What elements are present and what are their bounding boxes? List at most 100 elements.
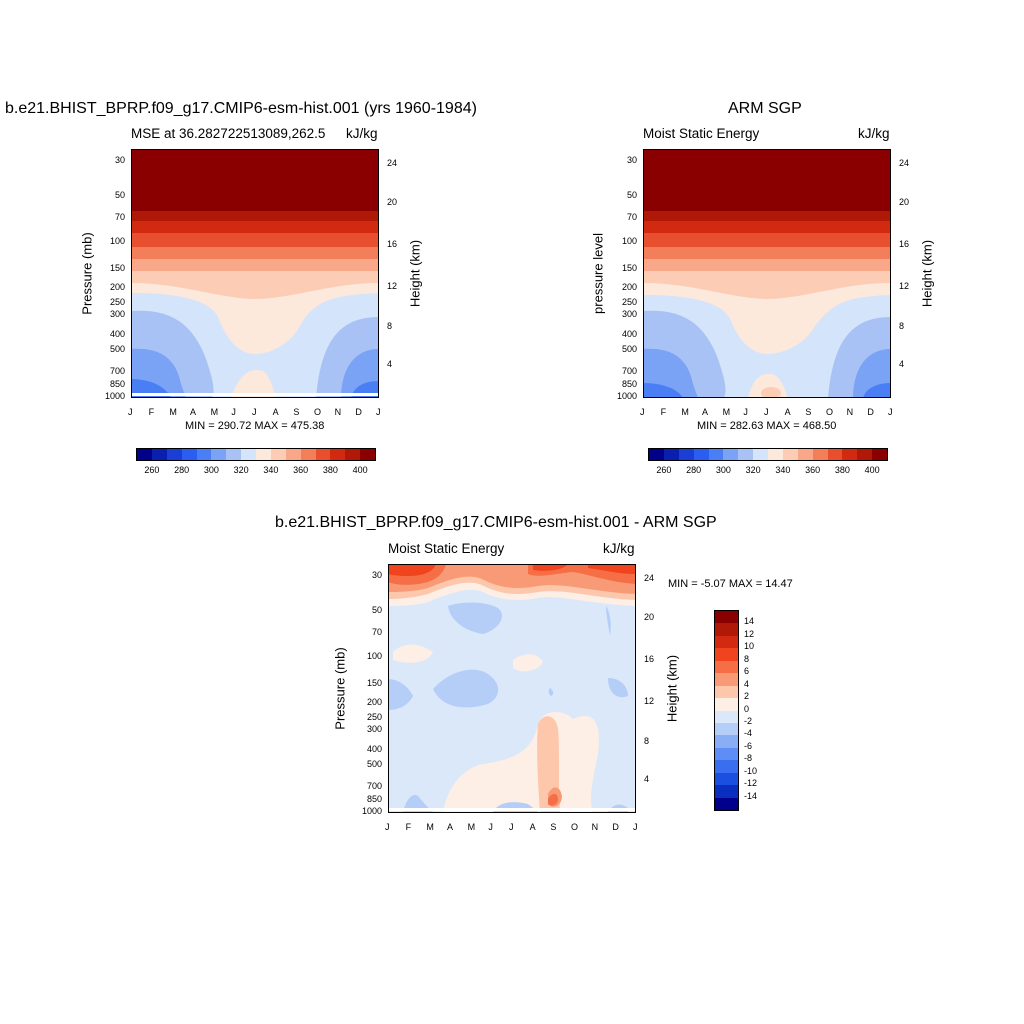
panel1-plot: [131, 149, 379, 398]
colorbar-swatch: [137, 449, 152, 460]
colorbar-label: 10: [744, 641, 755, 652]
colorbar-label: 14: [744, 616, 755, 627]
y-tick-label: 100: [366, 651, 382, 661]
colorbar-label: 320: [745, 465, 761, 475]
panel3-units: kJ/kg: [603, 541, 635, 556]
colorbar-label: 280: [174, 465, 190, 475]
colorbar-swatch: [693, 449, 709, 460]
panel3-y2label: Height (km): [664, 654, 680, 723]
colorbar-swatch: [715, 760, 738, 773]
y2-tick-label: 16: [387, 239, 398, 249]
y2-tick-label: 4: [387, 359, 393, 369]
x-tick-label: J: [509, 822, 514, 832]
panel2-left-string: Moist Static Energy: [643, 126, 760, 141]
y-tick-label: 500: [621, 344, 637, 354]
y-tick-label: 150: [621, 263, 637, 273]
x-tick-label: A: [190, 407, 197, 417]
colorbar-swatch: [827, 449, 843, 460]
x-tick-label: J: [385, 822, 390, 832]
y2-tick-label: 24: [644, 573, 655, 583]
colorbar-label: 320: [233, 465, 249, 475]
panel1-left-string: MSE at 36.282722513089,262.5: [131, 126, 326, 141]
y-tick-label: 70: [114, 212, 125, 222]
y-tick-label: 300: [109, 309, 125, 319]
panel2-minmax: MIN = 282.63 MAX = 468.50: [697, 420, 837, 432]
colorbar-label: 12: [744, 628, 755, 639]
x-tick-label: S: [805, 407, 812, 417]
y-tick-label: 700: [109, 366, 125, 376]
colorbar-swatch: [715, 785, 738, 798]
colorbar-swatch: [181, 449, 197, 460]
y2-tick-label: 8: [387, 321, 393, 331]
x-tick-label: A: [272, 407, 279, 417]
colorbar-swatch: [812, 449, 828, 460]
y-tick-label: 500: [109, 344, 125, 354]
colorbar-label: 300: [715, 465, 731, 475]
y-tick-label: 400: [366, 744, 382, 754]
x-tick-label: M: [681, 407, 689, 417]
x-tick-label: J: [633, 822, 638, 832]
panel1-minmax: MIN = 290.72 MAX = 475.38: [185, 420, 325, 432]
y-tick-label: 250: [366, 712, 382, 722]
y-tick-label: 70: [626, 212, 637, 222]
x-tick-label: D: [867, 407, 874, 417]
colorbar-swatch: [211, 449, 227, 460]
panel1-title: b.e21.BHIST_BPRP.f09_g17.CMIP6-esm-hist.…: [5, 100, 477, 117]
y-tick-label: 100: [109, 236, 125, 246]
x-tick-label: J: [128, 407, 133, 417]
y-tick-label: 30: [371, 570, 382, 580]
x-tick-label: J: [888, 407, 893, 417]
colorbar-swatch: [797, 449, 813, 460]
x-tick-label: O: [826, 407, 834, 417]
y-tick-label: 1000: [616, 391, 637, 401]
colorbar-swatch: [715, 648, 738, 661]
x-tick-label: A: [529, 822, 536, 832]
x-tick-label: A: [702, 407, 709, 417]
colorbar-label: 280: [686, 465, 702, 475]
colorbar-label: -6: [744, 740, 753, 751]
panel2-colorbar: [648, 448, 888, 461]
y-tick-label: 50: [114, 190, 125, 200]
colorbar-swatch: [768, 449, 783, 460]
colorbar-label: -14: [744, 790, 758, 801]
x-tick-label: N: [846, 407, 854, 417]
y-tick-label: 70: [371, 627, 382, 637]
colorbar-swatch: [753, 449, 768, 460]
colorbar-swatch: [151, 449, 167, 460]
x-tick-label: N: [334, 407, 342, 417]
y-tick-label: 200: [109, 282, 125, 292]
colorbar-swatch: [256, 449, 271, 460]
colorbar-swatch: [330, 449, 346, 460]
y-tick-label: 150: [366, 678, 382, 688]
colorbar-swatch: [715, 611, 738, 624]
colorbar-label: 6: [744, 666, 750, 677]
y-tick-label: 850: [621, 379, 637, 389]
x-tick-label: O: [314, 407, 322, 417]
y2-tick-label: 4: [644, 774, 650, 784]
panel2-plot: [643, 149, 891, 398]
colorbar-label: -4: [744, 728, 753, 739]
x-tick-label: F: [405, 822, 412, 832]
x-tick-label: M: [722, 407, 731, 417]
panel1-colorbar: [136, 448, 376, 461]
x-tick-label: J: [640, 407, 645, 417]
y-tick-label: 30: [114, 155, 125, 165]
colorbar-swatch: [196, 449, 212, 460]
colorbar-label: 380: [322, 465, 338, 475]
colorbar-label: 4: [744, 678, 750, 689]
colorbar-swatch: [715, 747, 738, 761]
panel3-plot: [388, 564, 636, 813]
panel3-ylabel: Pressure (mb): [332, 647, 348, 730]
colorbar-label: 360: [805, 465, 821, 475]
colorbar-label: 0: [744, 703, 750, 714]
colorbar-swatch: [715, 797, 738, 810]
y-tick-label: 1000: [361, 806, 382, 816]
y-tick-label: 300: [366, 724, 382, 734]
y2-tick-label: 20: [644, 612, 655, 622]
y2-tick-label: 16: [644, 654, 655, 664]
colorbar-swatch: [300, 449, 316, 460]
y2-tick-label: 20: [387, 197, 398, 207]
y-tick-label: 30: [626, 155, 637, 165]
colorbar-swatch: [715, 673, 738, 686]
panel1-units: kJ/kg: [346, 126, 378, 141]
